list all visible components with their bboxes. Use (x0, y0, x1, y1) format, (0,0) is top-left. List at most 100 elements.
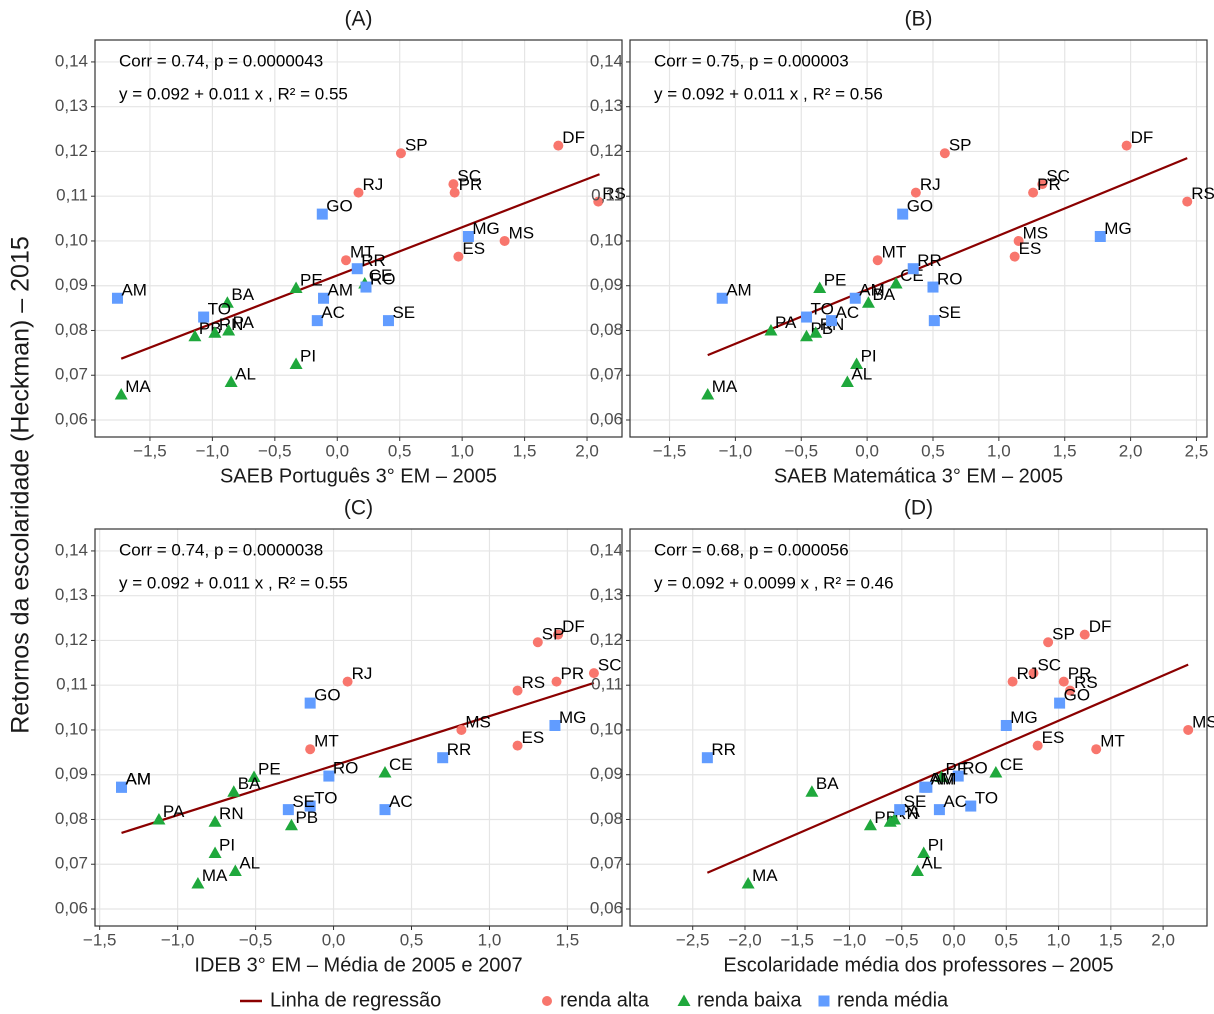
point (227, 785, 241, 797)
point-label: AM (121, 281, 146, 300)
point-label: SP (949, 136, 972, 155)
point (861, 296, 875, 308)
y-tick-label: 0,08 (590, 320, 623, 339)
point (917, 846, 931, 859)
annotation: y = 0.092 + 0.011 x , R² = 0.55 (119, 84, 348, 103)
point (304, 800, 316, 812)
point (379, 804, 391, 816)
point (532, 637, 543, 648)
point (801, 311, 813, 323)
point-label: CE (1000, 755, 1024, 774)
point-label: RR (447, 740, 472, 759)
point-label: RS (602, 184, 626, 203)
annotation: Corr = 0.74, p = 0.0000038 (119, 540, 323, 559)
point-label: SP (1052, 625, 1075, 644)
y-tick-label: 0,14 (55, 51, 88, 70)
y-tick-label: 0,10 (55, 230, 88, 249)
point-label: GO (1064, 686, 1090, 705)
point-label: SE (938, 303, 961, 322)
x-tick-label: 2,5 (1185, 441, 1209, 460)
x-tick-label: −0,5 (258, 441, 292, 460)
point (1000, 719, 1012, 731)
point-label: PA (775, 313, 797, 332)
point (907, 263, 919, 275)
point (228, 864, 242, 876)
plot-border (629, 39, 1208, 438)
point-label: SC (1046, 167, 1070, 186)
y-tick-label: 0,08 (55, 320, 88, 339)
point-label: PR (561, 664, 585, 683)
point-label: AC (943, 792, 967, 811)
point (116, 781, 128, 793)
point-label: DF (562, 617, 585, 636)
point (588, 668, 599, 679)
point (805, 785, 819, 797)
annotation: y = 0.092 + 0.0099 x , R² = 0.46 (654, 573, 894, 592)
panel-title: (D) (904, 497, 933, 520)
point-label: AM (328, 281, 354, 300)
point (1121, 140, 1132, 151)
x-tick-label: 0,0 (942, 930, 966, 949)
point (813, 281, 827, 293)
point (448, 179, 459, 190)
point-label: GO (326, 197, 352, 216)
point (1037, 179, 1048, 190)
point (437, 752, 449, 764)
point (152, 812, 166, 825)
point (512, 740, 523, 751)
y-tick-label: 0,11 (591, 675, 623, 694)
legend-label: renda alta (560, 989, 650, 1011)
point-label: SE (904, 792, 927, 811)
point (897, 208, 909, 220)
y-tick-label: 0,06 (590, 409, 623, 428)
y-tick-label: 0,13 (55, 96, 88, 115)
point (111, 292, 123, 304)
point-label: TO (975, 789, 998, 808)
annotation: Corr = 0.75, p = 0.000003 (654, 51, 849, 70)
point-label: RJ (920, 175, 941, 194)
point (284, 818, 298, 831)
x-tick-label: −1,0 (196, 441, 230, 460)
y-tick-label: 0,08 (55, 809, 88, 828)
point (593, 196, 604, 207)
point (316, 208, 328, 220)
point-label: MT (314, 732, 339, 751)
y-tick-label: 0,07 (55, 854, 88, 873)
y-tick-label: 0,10 (55, 719, 88, 738)
legend-label: renda média (837, 989, 949, 1011)
y-tick-label: 0,11 (56, 186, 88, 205)
x-tick-label: 0,5 (994, 930, 1018, 949)
point (341, 255, 352, 266)
point (928, 315, 940, 327)
point-label: RS (1191, 184, 1214, 203)
y-tick-label: 0,12 (590, 141, 623, 160)
x-axis-title: SAEB Matemática 3° EM – 2005 (774, 465, 1063, 487)
point (701, 387, 715, 400)
point-label: RS (1074, 673, 1098, 692)
point (311, 315, 323, 327)
point (282, 804, 294, 816)
point (800, 329, 814, 342)
point-label: AM (929, 770, 955, 789)
x-tick-label: 0,5 (921, 441, 945, 460)
x-tick-label: −1,0 (161, 930, 195, 949)
point (872, 255, 883, 266)
point-label: ES (1019, 239, 1042, 258)
point-label: MS (1023, 223, 1048, 242)
point-label: RR (917, 251, 942, 270)
point-label: AC (389, 792, 413, 811)
point (1013, 235, 1024, 246)
legend-marker (818, 995, 830, 1007)
point (553, 140, 564, 151)
point-label: AM (859, 281, 885, 300)
point-label: PB (295, 808, 318, 827)
x-tick-label: 0,5 (400, 930, 424, 949)
point (191, 876, 205, 889)
point (462, 230, 474, 242)
x-tick-label: 2,0 (1151, 930, 1175, 949)
point-label: MA (712, 377, 738, 396)
y-tick-label: 0,13 (590, 585, 623, 604)
point (499, 235, 510, 246)
point-label: SP (405, 136, 428, 155)
annotation: y = 0.092 + 0.011 x , R² = 0.56 (654, 84, 883, 103)
